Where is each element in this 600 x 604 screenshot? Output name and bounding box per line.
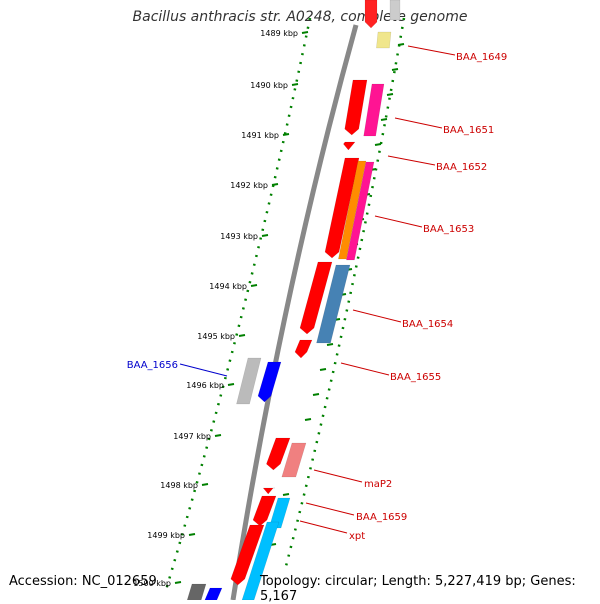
gene-feature <box>257 361 282 403</box>
label-connector <box>387 155 436 166</box>
gene-label[interactable]: xpt <box>349 531 365 542</box>
gene-features <box>186 0 401 600</box>
gene-label[interactable]: BAA_1649 <box>456 52 507 63</box>
label-connector <box>305 502 355 516</box>
gene-label[interactable]: maP2 <box>364 479 392 490</box>
label-connector <box>374 215 423 228</box>
gene-feature <box>266 437 291 471</box>
ruler-tick <box>261 234 269 237</box>
gene-feature <box>363 83 385 137</box>
ruler-tick <box>380 118 388 121</box>
gene-feature <box>262 487 275 495</box>
ruler-tick <box>201 483 209 486</box>
ruler-labels: 1489 kbp 1490 kbp 1491 kbp 1492 kbp 1493 kbp… <box>133 29 298 588</box>
gene-label[interactable]: BAA_1656 <box>127 360 178 371</box>
ruler-tick <box>282 493 290 496</box>
gene-feature <box>324 157 360 259</box>
ruler-label: 1492 kbp <box>230 181 268 190</box>
gene-feature <box>230 524 265 586</box>
ruler-tick <box>238 334 246 337</box>
gene-labels: BAA_1649 BAA_1651 BAA_1652 BAA_1653 BAA_1654… <box>127 52 508 542</box>
label-connector <box>352 309 402 323</box>
gene-feature <box>346 161 375 261</box>
ruler-tick <box>227 383 235 386</box>
ruler-tick <box>319 368 327 371</box>
gene-feature <box>294 339 313 359</box>
genome-title: Bacillus anthracis str. A0248, complete … <box>132 9 468 25</box>
gene-feature <box>343 141 356 151</box>
gene-label[interactable]: BAA_1654 <box>402 319 453 330</box>
ruler-tick <box>326 343 334 346</box>
ruler-tick <box>391 68 399 71</box>
ruler-tick <box>301 31 309 34</box>
ruler-label: 1494 kbp <box>209 282 247 291</box>
ruler-label: 1500 kbp <box>133 579 171 588</box>
ruler-label: 1496 kbp <box>186 381 224 390</box>
gene-feature <box>236 357 262 405</box>
gene-label[interactable]: BAA_1659 <box>356 512 407 523</box>
gene-label[interactable]: BAA_1651 <box>443 125 494 136</box>
ruler-tick <box>174 581 182 584</box>
gene-feature <box>204 587 223 600</box>
inner-ruler-track <box>164 17 312 591</box>
gene-feature <box>376 31 392 49</box>
ruler-tick <box>291 83 299 86</box>
ruler-label: 1490 kbp <box>250 81 288 90</box>
ruler-tick <box>188 533 196 536</box>
gene-feature <box>268 497 291 529</box>
ruler-label: 1491 kbp <box>241 131 279 140</box>
gene-feature <box>389 0 401 21</box>
ruler-tick <box>304 418 312 421</box>
genome-backbone <box>230 24 359 600</box>
accession-text: Accession: NC_012659 <box>9 574 157 589</box>
gene-feature <box>316 264 351 344</box>
ruler-label: 1495 kbp <box>197 332 235 341</box>
ruler-label: 1497 kbp <box>173 432 211 441</box>
label-connector <box>407 45 456 56</box>
gene-feature <box>338 160 367 260</box>
ruler-tick <box>374 143 382 146</box>
label-connector <box>299 520 348 534</box>
gene-feature <box>364 0 378 29</box>
outer-ruler-track <box>283 17 406 571</box>
gene-label[interactable]: BAA_1655 <box>390 372 441 383</box>
label-connector <box>313 469 363 483</box>
ruler-tick <box>250 284 258 287</box>
gene-feature <box>241 521 280 600</box>
gene-feature <box>252 495 277 527</box>
label-connectors <box>179 45 456 534</box>
label-connector <box>394 117 443 129</box>
ruler-label: 1493 kbp <box>220 232 258 241</box>
ruler-tick <box>282 133 290 136</box>
gene-feature <box>186 583 207 600</box>
label-connector <box>179 363 228 377</box>
ruler-tick <box>397 43 405 46</box>
ruler-tick <box>214 434 222 437</box>
ruler-tick <box>386 93 394 96</box>
ruler-tick <box>312 393 320 396</box>
label-connector <box>340 362 390 376</box>
gene-feature <box>344 79 368 136</box>
ruler-label: 1498 kbp <box>160 481 198 490</box>
gene-feature <box>281 442 307 478</box>
gene-label[interactable]: BAA_1652 <box>436 162 487 173</box>
gene-label[interactable]: BAA_1653 <box>423 224 474 235</box>
ruler-label: 1489 kbp <box>260 29 298 38</box>
gene-feature <box>299 261 333 335</box>
ruler-tick <box>271 183 279 186</box>
ruler-label: 1499 kbp <box>147 531 185 540</box>
